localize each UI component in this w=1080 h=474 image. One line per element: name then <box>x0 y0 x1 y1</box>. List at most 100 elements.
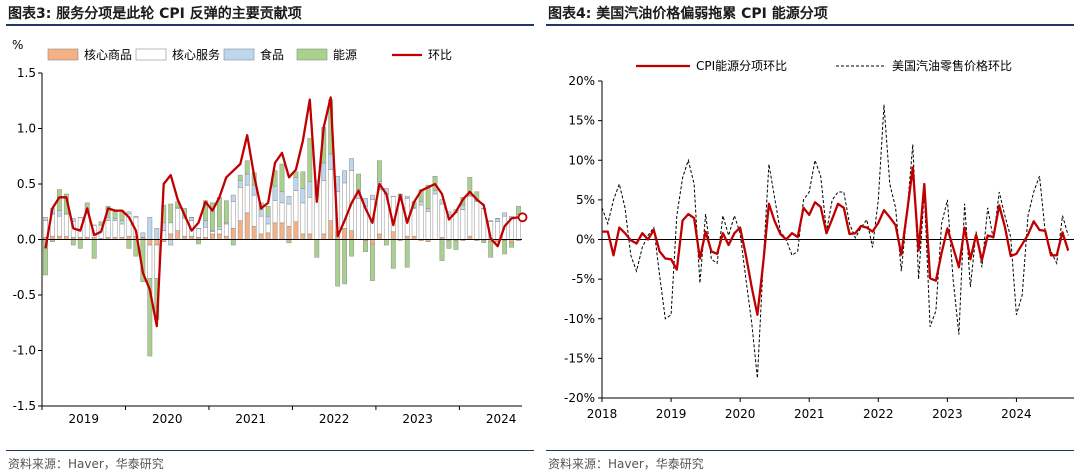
bar-segment <box>175 230 181 240</box>
legend-swatch <box>135 48 167 61</box>
x-tick-label: 2021 <box>235 412 266 426</box>
bar-segment <box>210 233 215 240</box>
bar-segment <box>307 181 313 198</box>
bar-segment <box>293 171 299 178</box>
y-tick-label: -1.5 <box>13 399 36 413</box>
legend-label: 食品 <box>260 47 284 62</box>
bar-segment <box>293 190 299 222</box>
bar-segment <box>154 228 160 240</box>
bar-segment <box>147 278 153 357</box>
chart-panel-cpi-contribution: 图表3: 服务分项是此轮 CPI 反弹的主要贡献项 % 1.5 1.0 0.5 0.0 -… <box>6 6 534 471</box>
bar-segment <box>356 173 361 190</box>
legend-swatch <box>223 48 255 61</box>
bar-segment <box>460 204 466 210</box>
bar-segment <box>258 233 264 240</box>
bar-segment <box>425 208 431 212</box>
x-tick-label: 2023 <box>402 412 433 426</box>
y-tick-label: -1.0 <box>13 344 36 358</box>
bar-segment <box>237 187 243 221</box>
legend-label: 环比 <box>428 48 452 62</box>
bar-segment <box>502 240 508 255</box>
bar-segment <box>272 185 278 201</box>
bar-segment <box>265 205 271 217</box>
bar-segment <box>119 220 125 225</box>
bar-segment <box>216 229 222 235</box>
bar-segment <box>147 239 153 246</box>
bar-segment <box>495 221 501 240</box>
bar-segment <box>251 194 257 227</box>
bar-segment <box>300 202 306 235</box>
x-tick-label: 2018 <box>587 407 618 421</box>
bar-segment <box>509 242 514 248</box>
x-tick-label: 2019 <box>656 407 687 421</box>
bar-segment <box>244 212 250 240</box>
bar-segment <box>56 210 62 217</box>
bar-segment <box>70 239 76 246</box>
bar-segment <box>370 243 375 281</box>
bar-segment <box>133 215 139 218</box>
y-tick-label: -0.5 <box>13 288 36 302</box>
bar-segment <box>300 188 306 204</box>
legend-swatch <box>296 48 328 61</box>
bar-segment <box>244 160 250 175</box>
x-tick-label: 2021 <box>794 407 825 421</box>
legend-swatch <box>47 48 79 61</box>
series-line-mom <box>44 96 519 328</box>
y-tick-label: 10% <box>568 153 595 167</box>
bar-segment <box>404 239 410 268</box>
bar-segment <box>230 239 236 246</box>
bar-segment <box>265 232 271 240</box>
bar-segment <box>439 239 445 261</box>
title-rule <box>546 24 1074 26</box>
y-tick-label: 1.0 <box>17 122 36 136</box>
bar-segment <box>376 233 382 240</box>
bar-segment <box>168 239 174 246</box>
bar-segment <box>383 239 389 246</box>
bar-segment <box>390 231 396 240</box>
x-tick-label: 2024 <box>486 412 517 426</box>
bar-segment <box>453 212 459 240</box>
footer-rule <box>6 450 534 451</box>
bar-segment <box>314 239 320 258</box>
bar-segment <box>140 232 146 238</box>
bar-segment <box>502 212 508 217</box>
bar-segment <box>91 239 97 259</box>
y-tick-label: -20% <box>564 391 595 405</box>
bar-segment <box>293 221 299 240</box>
bar-segment <box>112 218 118 221</box>
bar-segment <box>175 208 181 231</box>
bar-segment <box>230 228 236 240</box>
bar-segment <box>321 233 327 240</box>
line-chart: 20% 15% 10% 5% 0% -5% -10% -15% -20% 2018 2019 2020… <box>564 58 1074 421</box>
legend-label: CPI能源分项环比 <box>696 59 787 73</box>
bar-segment <box>279 202 285 224</box>
bar-segment <box>356 198 361 240</box>
chart-source: 资料来源：Haver，华泰研究 <box>548 457 704 471</box>
series-line-gasoline <box>601 104 1069 379</box>
bar-segment <box>488 241 494 258</box>
x-tick-label: 2022 <box>863 407 894 421</box>
bar-segment <box>168 222 174 235</box>
title-rule <box>6 24 534 26</box>
y-tick-label: -5% <box>572 272 595 286</box>
bar-segment <box>203 227 208 238</box>
bar-segment <box>300 233 306 240</box>
bar-segment <box>286 203 292 227</box>
bar-segment <box>349 230 354 240</box>
bar-segment <box>467 177 473 196</box>
bar-segment <box>516 205 521 215</box>
bar-segment <box>446 240 452 249</box>
bar-segment <box>63 213 69 237</box>
x-tick-label: 2024 <box>1001 407 1032 421</box>
bar-segment <box>439 203 445 238</box>
x-tick-label: 2023 <box>932 407 963 421</box>
bar-segment <box>237 174 243 181</box>
bar-segment <box>196 228 201 238</box>
x-tick-label: 2019 <box>68 412 99 426</box>
bar-segment <box>335 239 341 287</box>
x-tick-label: 2020 <box>152 412 183 426</box>
legend-label: 核心商品 <box>84 47 132 62</box>
bar-segment <box>230 201 236 229</box>
bar-segment <box>418 201 424 206</box>
y-tick-label: 0% <box>576 233 595 247</box>
